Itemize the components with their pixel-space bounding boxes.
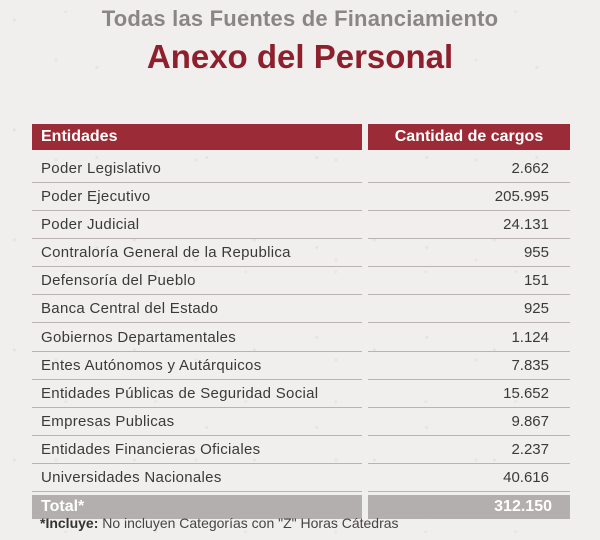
page-title: Anexo del Personal xyxy=(146,38,454,75)
entity-cell: Entidades Públicas de Seguridad Social xyxy=(32,380,362,408)
entity-cell: Contraloría General de la Republica xyxy=(32,239,362,268)
table-row: Defensoría del Pueblo 151 xyxy=(32,267,570,296)
table-row: Entidades Públicas de Seguridad Social 1… xyxy=(32,380,570,408)
entity-cell: Defensoría del Pueblo xyxy=(32,267,362,296)
entity-cell: Poder Judicial xyxy=(32,211,362,240)
entity-cell: Entidades Financieras Oficiales xyxy=(32,436,362,464)
count-cell: 151 xyxy=(368,267,570,296)
count-cell: 7.835 xyxy=(368,352,570,380)
personnel-table: Entidades Cantidad de cargos Poder Legis… xyxy=(32,124,570,520)
page-supertitle: Todas las Fuentes de Financiamiento xyxy=(101,6,499,31)
count-cell: 955 xyxy=(368,239,570,268)
count-cell: 15.652 xyxy=(368,380,570,408)
count-cell: 2.237 xyxy=(368,436,570,464)
entity-cell: Banca Central del Estado xyxy=(32,295,362,324)
count-cell: 9.867 xyxy=(368,408,570,436)
table-row: Banca Central del Estado 925 xyxy=(32,295,570,324)
table-row: Empresas Publicas 9.867 xyxy=(32,408,570,436)
footnote-text: No incluyen Categorías con "Z" Horas Cát… xyxy=(98,515,399,531)
count-cell: 205.995 xyxy=(368,183,570,212)
entity-cell: Gobiernos Departamentales xyxy=(32,324,362,352)
entity-cell: Universidades Nacionales xyxy=(32,464,362,493)
entity-cell: Poder Ejecutivo xyxy=(32,183,362,212)
table-row: Poder Legislativo 2.662 xyxy=(32,155,570,183)
table-row: Entidades Financieras Oficiales 2.237 xyxy=(32,436,570,464)
entity-cell: Entes Autónomos y Autárquicos xyxy=(32,352,362,380)
footnote: *Incluye: No incluyen Categorías con "Z"… xyxy=(40,515,399,531)
table-row: Entes Autónomos y Autárquicos 7.835 xyxy=(32,352,570,380)
table-row: Contraloría General de la Republica 955 xyxy=(32,239,570,268)
count-cell: 925 xyxy=(368,295,570,324)
table-row: Poder Judicial 24.131 xyxy=(32,211,570,240)
table-header: Entidades Cantidad de cargos xyxy=(32,124,570,150)
table-row: Gobiernos Departamentales 1.124 xyxy=(32,324,570,352)
count-cell: 24.131 xyxy=(368,211,570,240)
table-row: Universidades Nacionales 40.616 xyxy=(32,464,570,493)
column-header-cantidad: Cantidad de cargos xyxy=(368,124,570,150)
column-header-entidades: Entidades xyxy=(32,124,362,150)
count-cell: 40.616 xyxy=(368,464,570,493)
table-row: Poder Ejecutivo 205.995 xyxy=(32,183,570,212)
count-cell: 2.662 xyxy=(368,155,570,183)
entity-cell: Poder Legislativo xyxy=(32,155,362,183)
total-label: Total* xyxy=(32,495,362,520)
total-value: 312.150 xyxy=(368,495,570,520)
entity-cell: Empresas Publicas xyxy=(32,408,362,436)
footnote-label: *Incluye: xyxy=(40,515,99,531)
total-row: Total* 312.150 xyxy=(32,495,570,520)
count-cell: 1.124 xyxy=(368,324,570,352)
